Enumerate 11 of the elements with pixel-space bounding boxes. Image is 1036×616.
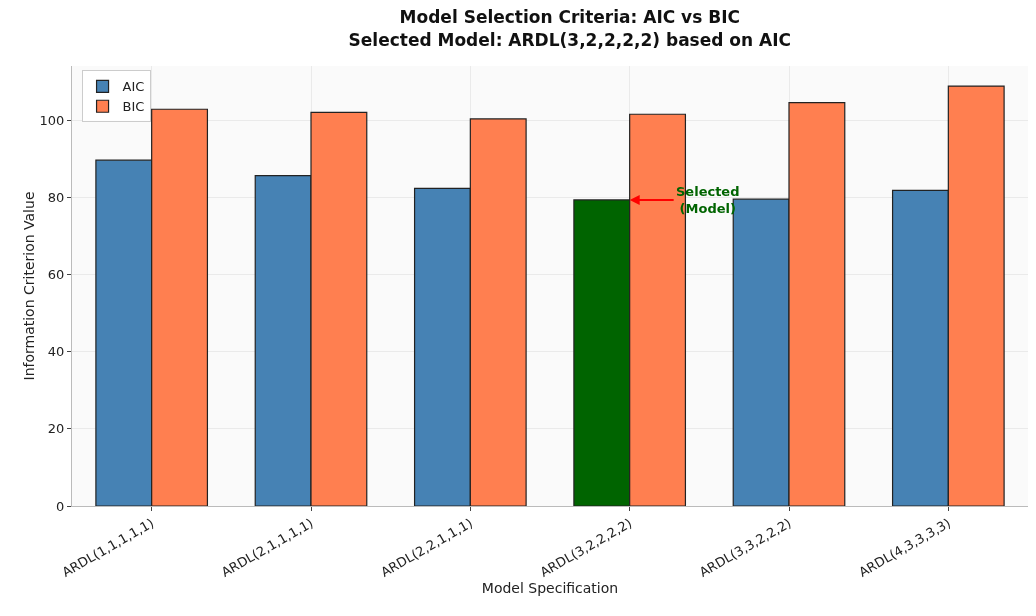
y-tick-label: 60 — [47, 266, 65, 282]
y-axis-title: Information Criterion Value — [21, 191, 37, 381]
y-tick-label: 0 — [56, 498, 65, 514]
legend-label: AIC — [122, 79, 145, 95]
x-axis-title: Model Specification — [481, 580, 619, 597]
y-tick-label: 100 — [39, 112, 65, 128]
y-tick-label: 40 — [47, 344, 65, 360]
chart-title: Model Selection Criteria: AIC vs BIC Selected Model: ARDL(3,2,2,2,2) based on AIC — [348, 7, 792, 50]
y-tick-label: 20 — [47, 421, 65, 437]
y-tick-label: 80 — [47, 189, 65, 205]
legend-label: BIC — [122, 99, 145, 115]
